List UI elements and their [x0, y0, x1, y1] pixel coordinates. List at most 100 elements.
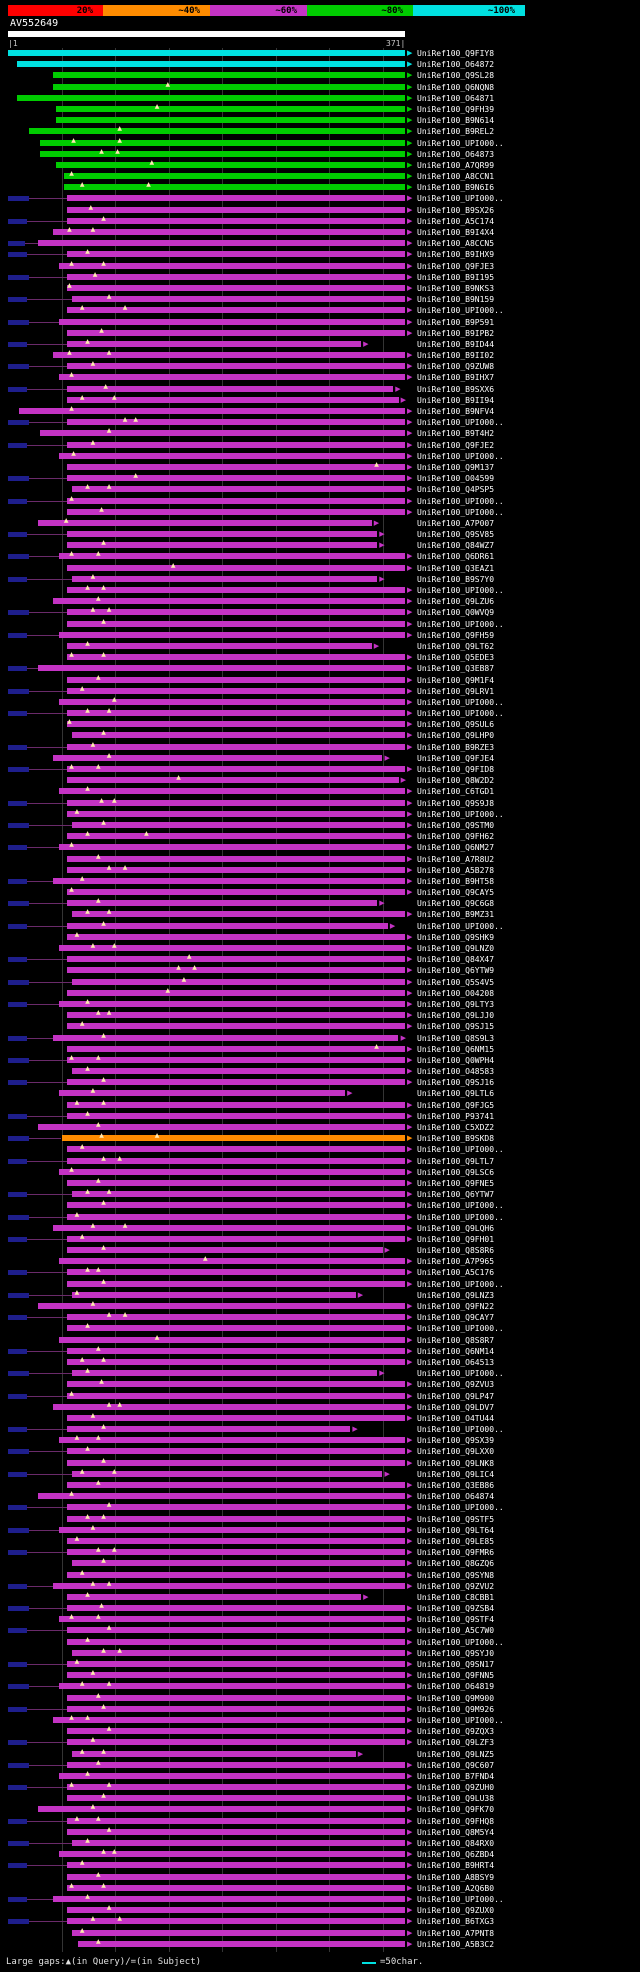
hit-label[interactable]: UniRef100_UPI000..: [417, 306, 504, 316]
hit-label[interactable]: UniRef100_UPI000..: [417, 451, 504, 461]
hit-label[interactable]: UniRef100_Q9ZUX0: [417, 1906, 495, 1916]
hit-bar[interactable]: [66, 508, 405, 515]
hit-secondary-segment[interactable]: [8, 1785, 28, 1791]
hit-bar[interactable]: [8, 50, 405, 56]
hit-label[interactable]: UniRef100_Q9S9J8: [417, 798, 495, 808]
hit-label[interactable]: UniRef100_Q9LNZ5: [417, 1749, 495, 1759]
hit-bar[interactable]: [66, 833, 405, 840]
hit-bar[interactable]: [66, 1012, 405, 1019]
hit-label[interactable]: UniRef100_B9II02: [417, 351, 495, 361]
hit-secondary-segment[interactable]: [8, 610, 30, 616]
hit-bar[interactable]: [38, 240, 405, 247]
hit-secondary-segment[interactable]: [8, 1236, 28, 1242]
hit-label[interactable]: UniRef100_B9NFV4: [417, 407, 495, 416]
hit-label[interactable]: UniRef100_B9RZE3: [417, 742, 495, 752]
hit-secondary-segment[interactable]: [8, 957, 28, 963]
hit-label[interactable]: UniRef100_A5C174: [417, 216, 495, 226]
hit-bar[interactable]: [66, 1179, 405, 1186]
hit-label[interactable]: UniRef100_B9IHX7: [417, 373, 495, 383]
hit-bar[interactable]: [59, 374, 405, 381]
hit-label[interactable]: UniRef100_Q9ZUW8: [417, 362, 495, 372]
hit-secondary-segment[interactable]: [8, 800, 28, 806]
hit-label[interactable]: UniRef100_UPI000..: [417, 1637, 504, 1647]
hit-label[interactable]: UniRef100_Q9STF5: [417, 1514, 495, 1524]
hit-bar[interactable]: [72, 1470, 383, 1477]
hit-label[interactable]: UniRef100_Q6NQN8: [417, 82, 495, 92]
hit-label[interactable]: UniRef100_Q9LTY3: [417, 999, 495, 1009]
hit-label[interactable]: UniRef100_UPI000..: [417, 809, 504, 819]
hit-secondary-segment[interactable]: [8, 878, 28, 884]
hit-label[interactable]: UniRef100_B9SX26: [417, 205, 495, 215]
hit-secondary-segment[interactable]: [8, 1035, 28, 1041]
hit-label[interactable]: UniRef100_Q9M1F4: [417, 675, 495, 685]
hit-secondary-segment[interactable]: [8, 1270, 28, 1276]
hit-label[interactable]: UniRef100_Q8S8R6: [417, 1246, 495, 1256]
hit-label[interactable]: UniRef100_Q9FH01: [417, 1234, 495, 1244]
hit-label[interactable]: UniRef100_B9N6I6: [417, 183, 495, 193]
hit-label[interactable]: UniRef100_B9I4X4: [417, 228, 495, 237]
hit-label[interactable]: UniRef100_B9P591: [417, 317, 495, 327]
hit-label[interactable]: UniRef100_Q9ZVU3: [417, 1380, 495, 1390]
hit-secondary-segment[interactable]: [8, 554, 30, 560]
hit-bar[interactable]: [72, 1068, 405, 1075]
hit-bar[interactable]: [66, 1515, 405, 1522]
hit-label[interactable]: UniRef100_UPI000..: [417, 1324, 504, 1334]
hit-bar[interactable]: [59, 1772, 405, 1779]
hit-bar[interactable]: [72, 486, 405, 493]
hit-bar[interactable]: [56, 117, 405, 124]
hit-label[interactable]: UniRef100_Q8S9L3: [417, 1033, 495, 1043]
hit-secondary-segment[interactable]: [8, 1427, 28, 1433]
hit-label[interactable]: UniRef100_A8CCN1: [417, 172, 495, 182]
hit-bar[interactable]: [72, 1291, 356, 1298]
hit-bar[interactable]: [66, 889, 405, 896]
hit-secondary-segment[interactable]: [8, 498, 28, 504]
hit-bar[interactable]: [72, 296, 405, 303]
hit-bar[interactable]: [72, 911, 405, 918]
hit-bar[interactable]: [66, 1862, 405, 1869]
hit-label[interactable]: UniRef100_Q9LZF3: [417, 1738, 495, 1748]
hit-label[interactable]: UniRef100_Q9CAY7: [417, 1313, 495, 1323]
hit-bar[interactable]: [66, 441, 405, 448]
hit-bar[interactable]: [66, 676, 405, 683]
hit-secondary-segment[interactable]: [8, 822, 30, 828]
hit-secondary-segment[interactable]: [8, 1315, 28, 1321]
hit-label[interactable]: UniRef100_Q9M137: [417, 462, 495, 472]
hit-label[interactable]: UniRef100_Q9SX39: [417, 1436, 495, 1446]
hit-label[interactable]: UniRef100_B9T4H2: [417, 429, 495, 439]
hit-bar[interactable]: [66, 1045, 405, 1052]
hit-label[interactable]: UniRef100_Q9ZVU2: [417, 1581, 495, 1591]
hit-label[interactable]: UniRef100_B9NKS3: [417, 283, 495, 293]
hit-secondary-segment[interactable]: [8, 1762, 30, 1768]
hit-bar[interactable]: [66, 1504, 405, 1511]
hit-label[interactable]: UniRef100_UPI000..: [417, 1369, 504, 1379]
hit-secondary-segment[interactable]: [8, 1214, 30, 1220]
hit-secondary-segment[interactable]: [8, 1001, 28, 1007]
hit-label[interactable]: UniRef100_A5B278: [417, 865, 495, 875]
hit-bar[interactable]: [66, 933, 405, 940]
hit-label[interactable]: UniRef100_B9REL2: [417, 127, 495, 137]
hit-secondary-segment[interactable]: [8, 576, 28, 582]
hit-label[interactable]: UniRef100_Q9LNK8: [417, 1458, 495, 1468]
hit-bar[interactable]: [66, 620, 405, 627]
hit-label[interactable]: UniRef100_Q9STF4: [417, 1615, 495, 1625]
hit-label[interactable]: UniRef100_Q6NM14: [417, 1346, 495, 1356]
hit-bar[interactable]: [59, 1526, 405, 1533]
hit-secondary-segment[interactable]: [8, 711, 28, 717]
hit-bar[interactable]: [38, 1303, 405, 1309]
hit-bar[interactable]: [77, 1940, 405, 1947]
hit-bar[interactable]: [66, 1537, 405, 1544]
hit-bar[interactable]: [52, 1895, 405, 1902]
hit-bar[interactable]: [38, 665, 405, 672]
hit-label[interactable]: UniRef100_Q5S4V5: [417, 977, 495, 987]
hit-label[interactable]: UniRef100_Q9FID8: [417, 765, 495, 774]
hit-secondary-segment[interactable]: [8, 1583, 28, 1589]
hit-label[interactable]: UniRef100_O64873: [417, 149, 495, 159]
hit-secondary-segment[interactable]: [8, 1550, 28, 1556]
hit-secondary-segment[interactable]: [8, 1348, 28, 1354]
hit-label[interactable]: UniRef100_O64872: [417, 60, 495, 70]
hit-label[interactable]: UniRef100_A5B3C2: [417, 1939, 495, 1949]
hit-label[interactable]: UniRef100_UPI000..: [417, 619, 504, 629]
hit-secondary-segment[interactable]: [8, 923, 28, 929]
hit-label[interactable]: UniRef100_Q9FH59: [417, 630, 495, 640]
hit-bar[interactable]: [40, 430, 405, 437]
